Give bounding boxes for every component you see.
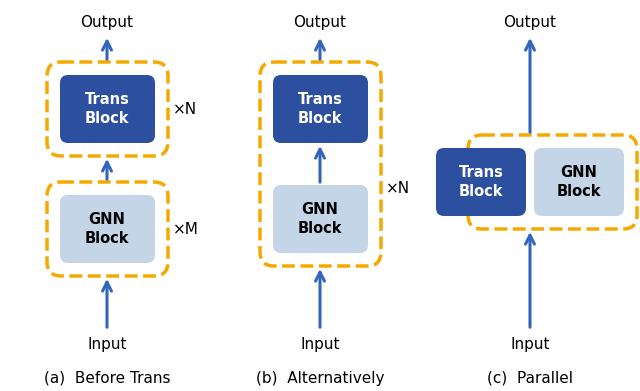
Text: Input: Input: [87, 337, 127, 353]
Text: Input: Input: [510, 337, 550, 353]
FancyBboxPatch shape: [60, 195, 155, 263]
Text: (b)  Alternatively: (b) Alternatively: [256, 371, 384, 386]
Text: (a)  Before Trans: (a) Before Trans: [44, 371, 170, 386]
FancyBboxPatch shape: [60, 75, 155, 143]
Text: GNN
Block: GNN Block: [298, 202, 342, 236]
Text: Output: Output: [504, 14, 557, 29]
FancyBboxPatch shape: [534, 148, 624, 216]
FancyBboxPatch shape: [273, 75, 368, 143]
Text: Trans
Block: Trans Block: [459, 165, 504, 199]
Text: Trans
Block: Trans Block: [298, 92, 342, 126]
Text: Input: Input: [300, 337, 340, 353]
Text: GNN
Block: GNN Block: [84, 212, 129, 246]
Text: (c)  Parallel: (c) Parallel: [487, 371, 573, 386]
Text: ×N: ×N: [386, 181, 410, 196]
Text: Trans
Block: Trans Block: [84, 92, 129, 126]
Text: GNN
Block: GNN Block: [557, 165, 601, 199]
FancyBboxPatch shape: [436, 148, 526, 216]
Text: Output: Output: [294, 14, 346, 29]
Text: ×N: ×N: [173, 102, 197, 117]
FancyBboxPatch shape: [273, 185, 368, 253]
Text: Output: Output: [81, 14, 134, 29]
Text: ×M: ×M: [173, 221, 199, 237]
